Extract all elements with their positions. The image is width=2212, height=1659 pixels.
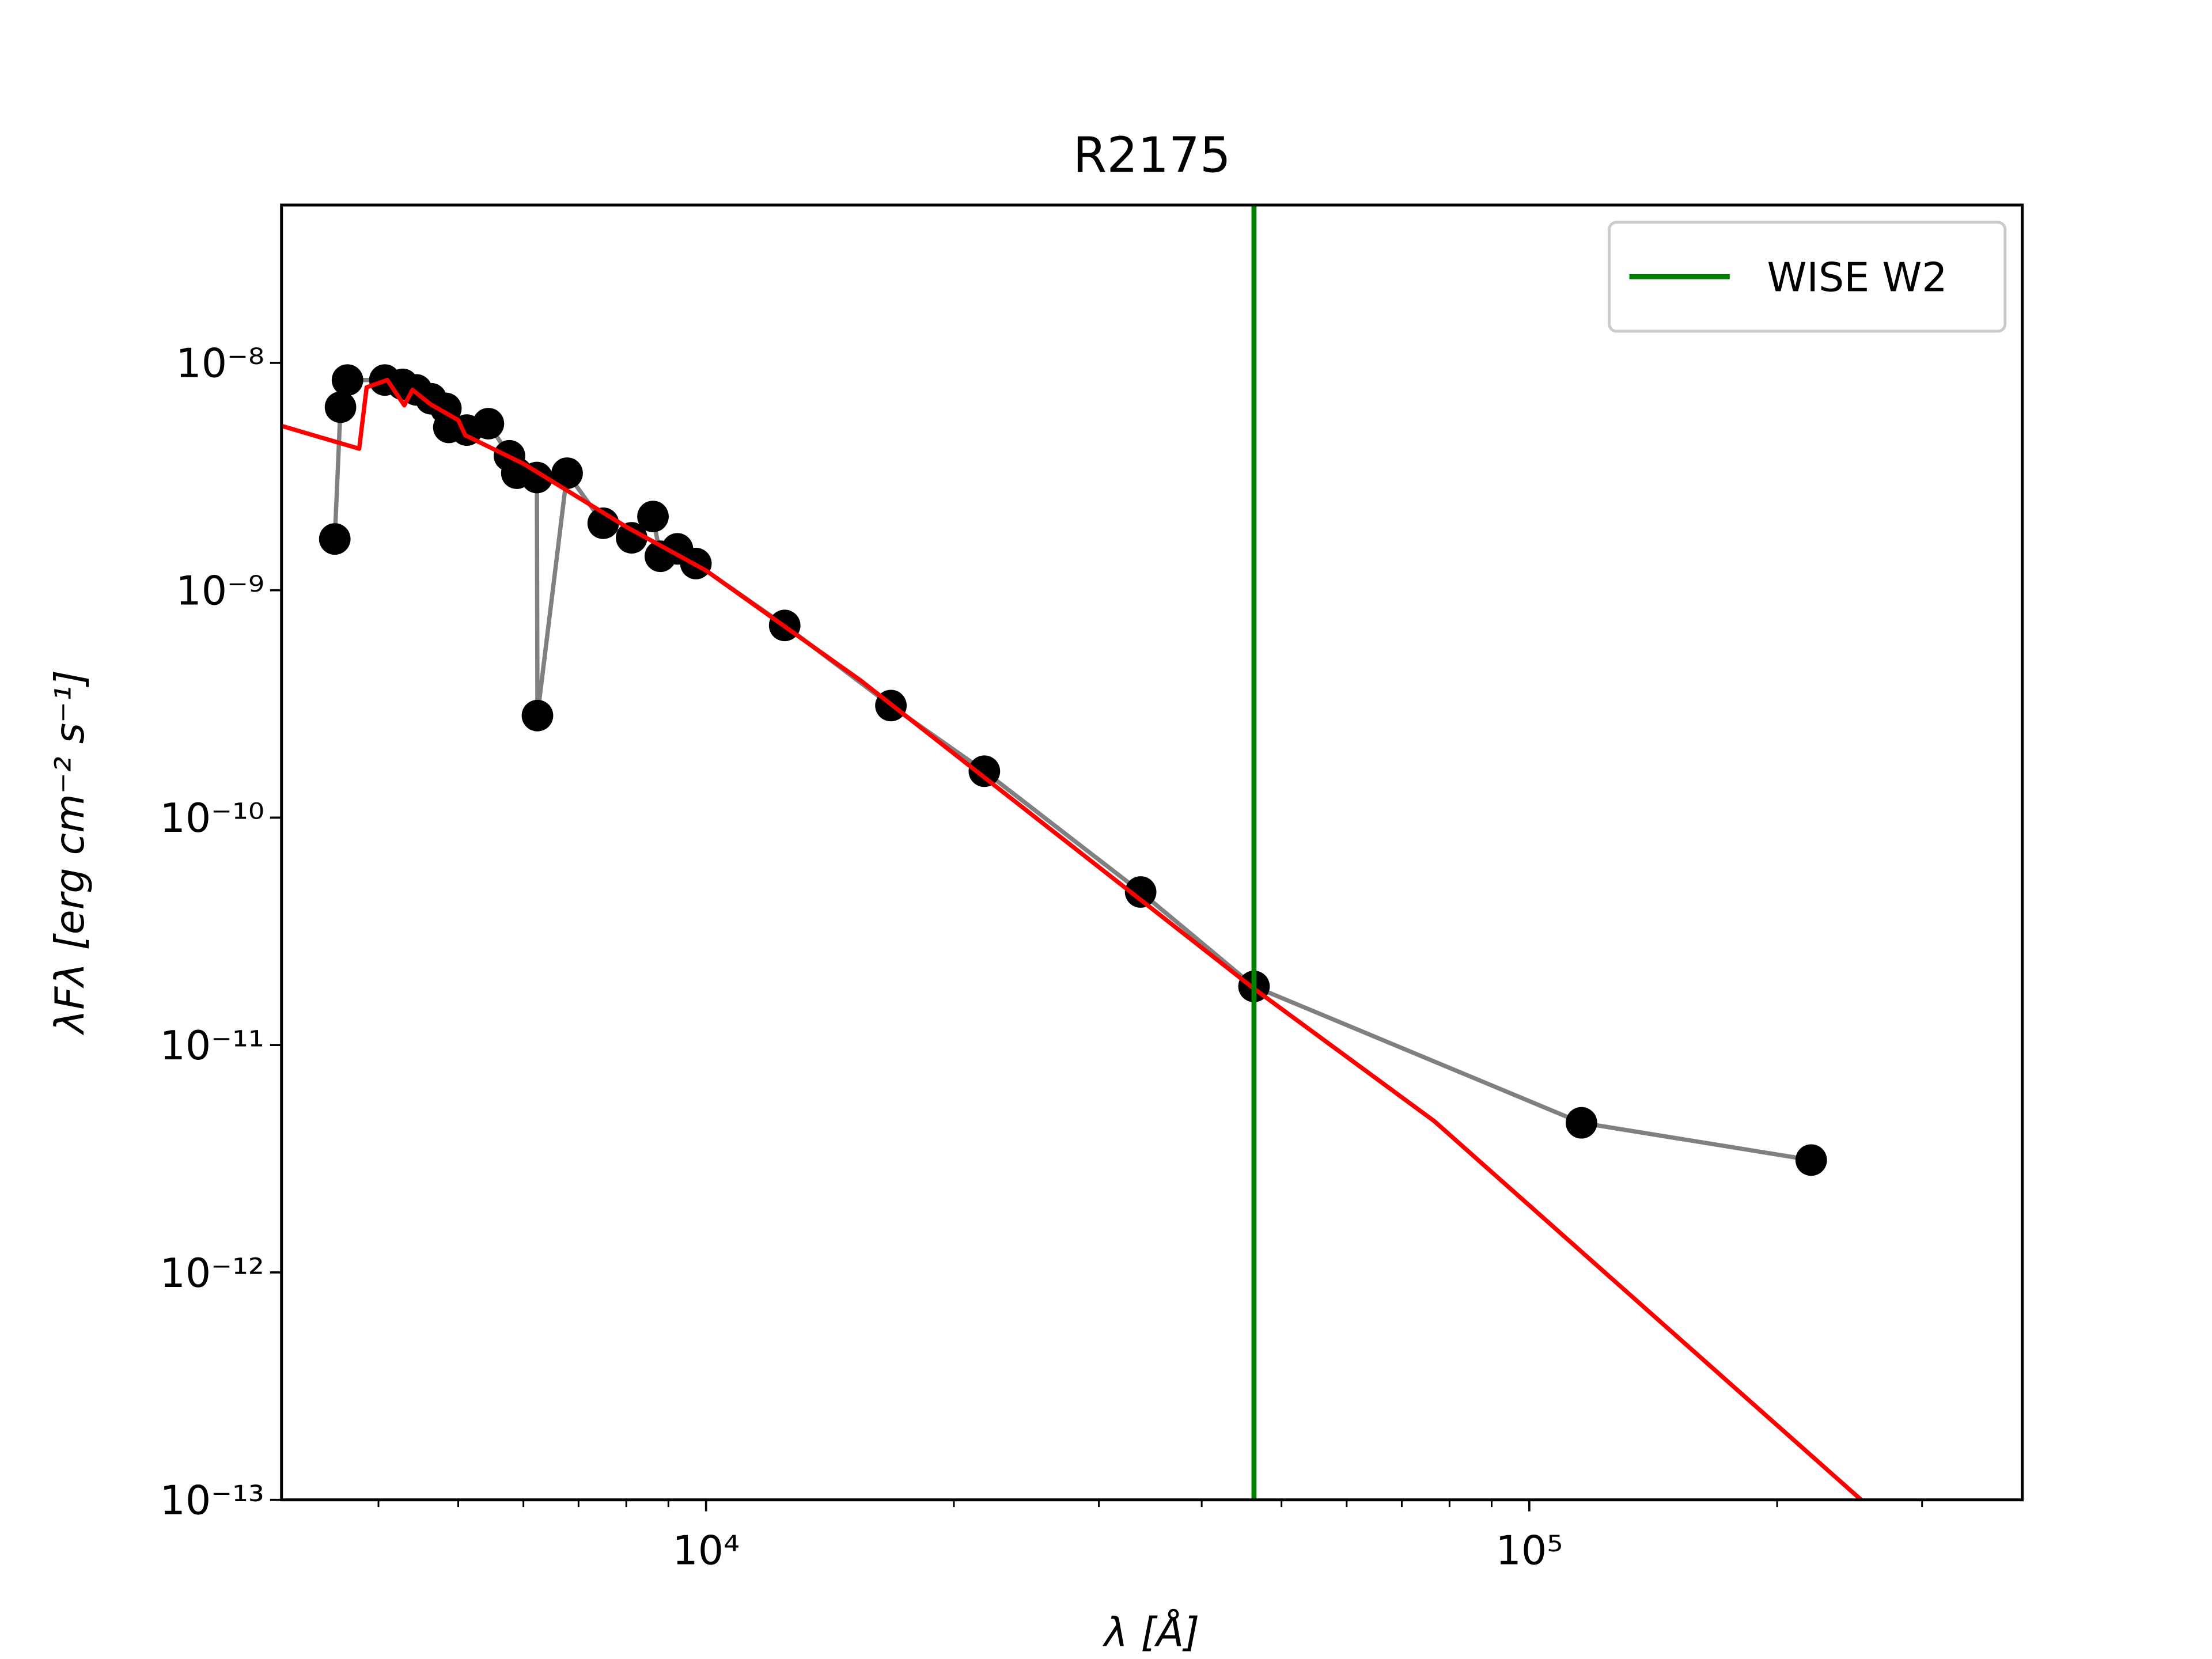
data-point — [324, 391, 357, 423]
legend-label: WISE W2 — [1767, 254, 1948, 301]
data-point — [1795, 1144, 1827, 1176]
data-point — [521, 699, 554, 732]
x-axis-label: λ [Å] — [1102, 1609, 1199, 1656]
y-tick-label: 10⁻⁹ — [176, 567, 264, 614]
legend-box — [1608, 221, 2007, 333]
data-point — [1565, 1107, 1597, 1139]
plot-frame — [280, 203, 2024, 1502]
data-point — [1124, 876, 1157, 908]
y-tick-label: 10⁻⁸ — [176, 340, 264, 387]
data-point — [319, 523, 351, 555]
plot-area — [281, 204, 1863, 1500]
data-point — [551, 457, 583, 489]
x-tick-label: 10⁵ — [1496, 1528, 1563, 1574]
data-point — [331, 364, 363, 396]
y-tick-label: 10⁻¹² — [160, 1250, 264, 1297]
y-tick-label: 10⁻¹³ — [160, 1478, 264, 1524]
y-axis-label: λFλ [erg cm⁻² s⁻¹] — [47, 670, 93, 1036]
y-tick-label: 10⁻¹⁰ — [160, 795, 264, 842]
data-point — [968, 755, 1001, 787]
series-line — [281, 377, 1863, 1500]
y-tick-label: 10⁻¹¹ — [160, 1022, 264, 1069]
data-point — [472, 408, 505, 440]
x-tick-label: 10⁴ — [672, 1528, 740, 1574]
chart-title: R2175 — [1073, 127, 1231, 184]
data-point — [637, 501, 669, 532]
data-point — [616, 522, 647, 554]
